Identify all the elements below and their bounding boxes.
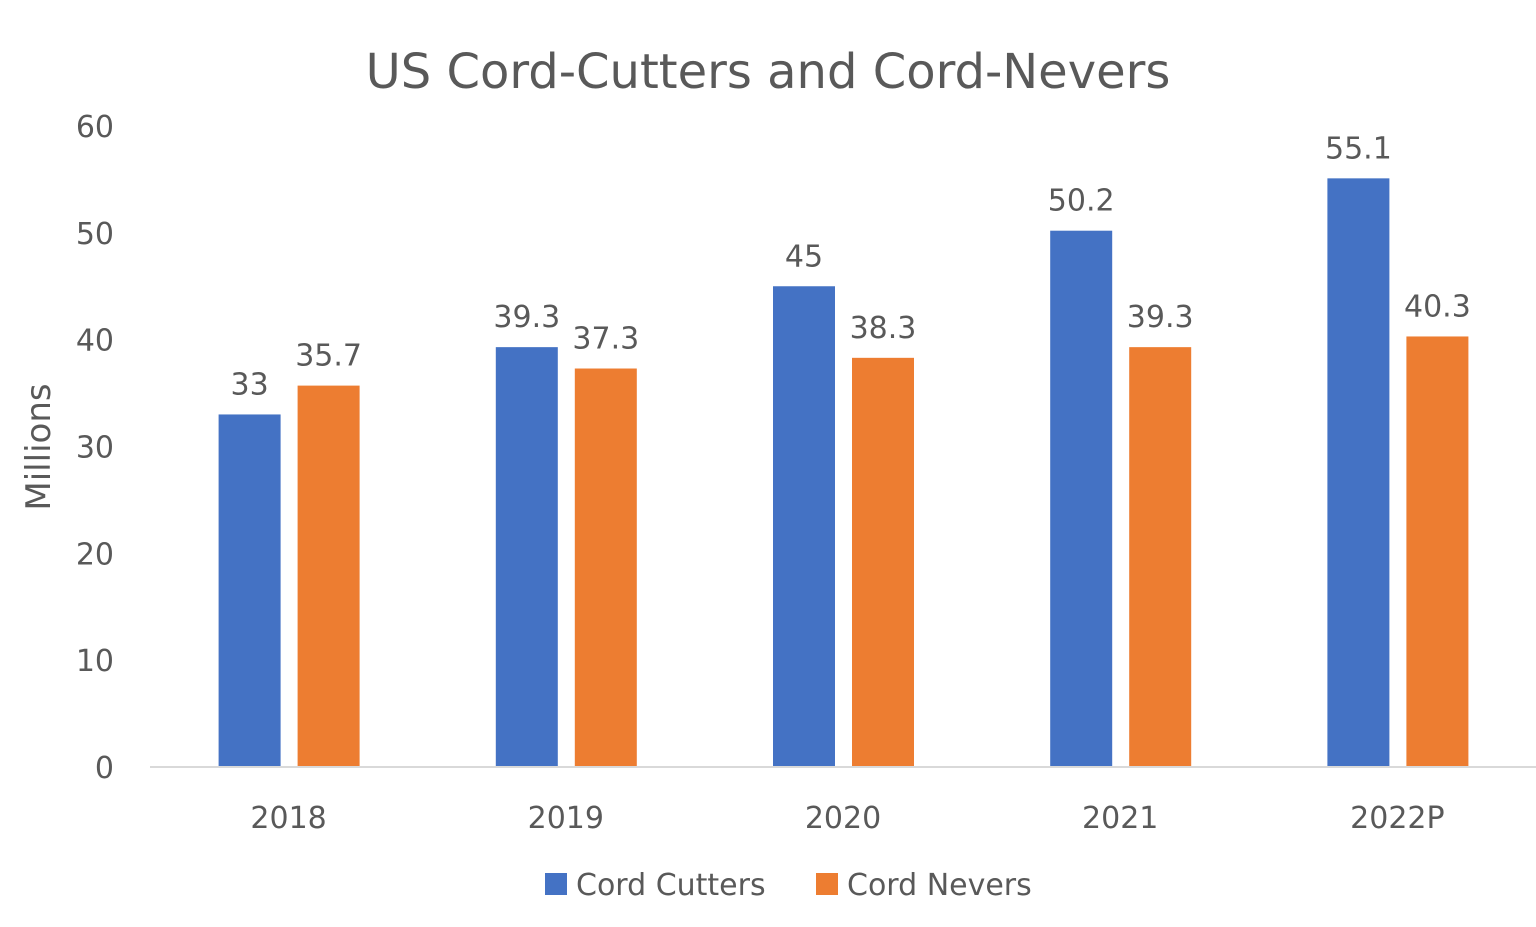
bar-cord-nevers: [574, 368, 637, 767]
bar-cord-nevers: [852, 357, 914, 767]
data-label: 35.7: [295, 339, 362, 374]
x-tick-label: 2018: [250, 801, 326, 836]
legend: Cord Cutters Cord Nevers: [545, 868, 1032, 903]
chart-title: US Cord-Cutters and Cord-Nevers: [366, 44, 1171, 100]
legend-swatch: [816, 873, 838, 895]
bar-cord-cutters: [1327, 178, 1390, 767]
legend-swatch: [545, 873, 567, 895]
y-axis-label: Millions: [19, 383, 59, 510]
y-tick-label: 60: [76, 110, 114, 145]
bar-cord-nevers: [297, 385, 360, 767]
bar-cord-nevers: [1406, 336, 1469, 767]
data-label: 39.3: [1127, 300, 1194, 335]
y-tick-label: 40: [76, 324, 114, 359]
x-tick-label: 2019: [528, 801, 604, 836]
bar-cord-cutters: [218, 414, 281, 767]
y-tick-label: 30: [76, 431, 114, 466]
y-axis: 0 10 20 30 40 50 60: [76, 110, 114, 786]
data-label: 45: [785, 239, 823, 274]
data-label: 55.1: [1325, 131, 1392, 166]
data-label: 33: [231, 367, 269, 402]
x-tick-label: 2022P: [1350, 801, 1444, 836]
bar-cord-cutters: [495, 347, 558, 767]
x-axis: 2018 2019 2020 2021 2022P: [250, 801, 1444, 836]
y-tick-label: 50: [76, 217, 114, 252]
y-tick-label: 20: [76, 537, 114, 572]
y-tick-label: 0: [95, 751, 114, 786]
legend-label: Cord Cutters: [576, 868, 766, 903]
x-tick-label: 2020: [805, 801, 881, 836]
x-tick-label: 2021: [1082, 801, 1158, 836]
bar-cord-nevers: [1129, 347, 1192, 767]
bar-cord-cutters: [773, 286, 835, 767]
bar-cord-cutters: [1050, 230, 1113, 768]
data-label: 37.3: [572, 322, 639, 357]
data-label: 38.3: [850, 311, 917, 346]
y-tick-label: 10: [76, 644, 114, 679]
data-label: 50.2: [1048, 184, 1115, 219]
legend-label: Cord Nevers: [847, 868, 1032, 903]
bars: 33 35.7 39.3 37.3 45 38.3 50.2 39.3 55.1 40.3: [218, 131, 1471, 768]
data-label: 40.3: [1404, 289, 1471, 324]
data-label: 39.3: [493, 300, 560, 335]
